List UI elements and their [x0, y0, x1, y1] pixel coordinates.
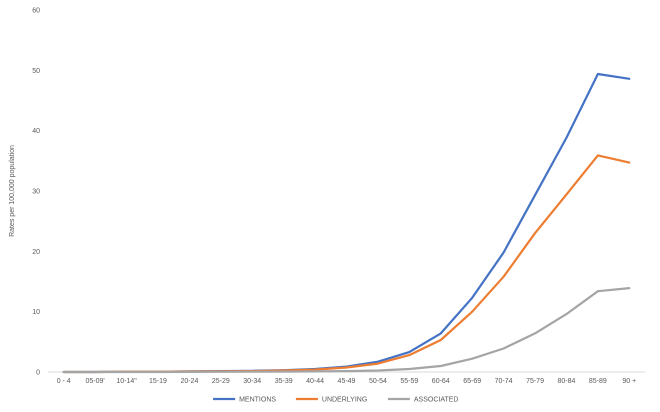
y-axis-title: Rates per 100,000 population: [9, 145, 16, 237]
x-tick-label: 55-59: [400, 378, 418, 385]
y-tick-label: 40: [32, 128, 40, 135]
y-tick-label: 60: [32, 8, 40, 15]
y-tick-label: 50: [32, 68, 40, 75]
legend-label-mentions: MENTIONS: [239, 397, 276, 404]
x-tick-label: 25-29: [212, 378, 230, 385]
y-tick-label: 0: [36, 370, 40, 377]
y-axis: 0 10 20 30 40 50 60: [32, 8, 40, 377]
x-tick-label: 85-89: [589, 378, 607, 385]
x-tick-label: 30-34: [243, 378, 261, 385]
x-tick-label: 15-19: [149, 378, 167, 385]
x-tick-label: 90 +: [622, 378, 636, 385]
x-tick-label: 0 - 4: [57, 378, 71, 385]
x-tick-label: 50-54: [369, 378, 387, 385]
x-tick-label: 70-74: [495, 378, 513, 385]
x-tick-label: 45-49: [338, 378, 356, 385]
y-tick-label: 20: [32, 249, 40, 256]
legend-label-associated: ASSOCIATED: [414, 397, 459, 404]
x-tick-label: 10-14": [116, 378, 137, 385]
x-tick-label: 60-64: [432, 378, 450, 385]
legend-label-underlying: UNDERLYING: [322, 397, 367, 404]
series-line-associated: [62, 287, 631, 374]
legend: MENTIONS UNDERLYING ASSOCIATED: [213, 397, 459, 404]
x-tick-label: 65-69: [463, 378, 481, 385]
x-tick-label: 35-39: [275, 378, 293, 385]
x-axis: 0 - 4 05-09' 10-14" 15-19 20-24 25-29 30-34 35-…: [48, 371, 645, 385]
y-tick-label: 10: [32, 309, 40, 316]
x-tick-label: 40-44: [306, 378, 324, 385]
x-tick-label: 20-24: [180, 378, 198, 385]
series-line-underlying: [62, 154, 631, 374]
x-tick-label: 80-84: [557, 378, 575, 385]
x-tick-label: 75-79: [526, 378, 544, 385]
series-lines: [62, 72, 631, 374]
y-tick-label: 30: [32, 189, 40, 196]
x-tick-label: 05-09': [86, 378, 105, 385]
